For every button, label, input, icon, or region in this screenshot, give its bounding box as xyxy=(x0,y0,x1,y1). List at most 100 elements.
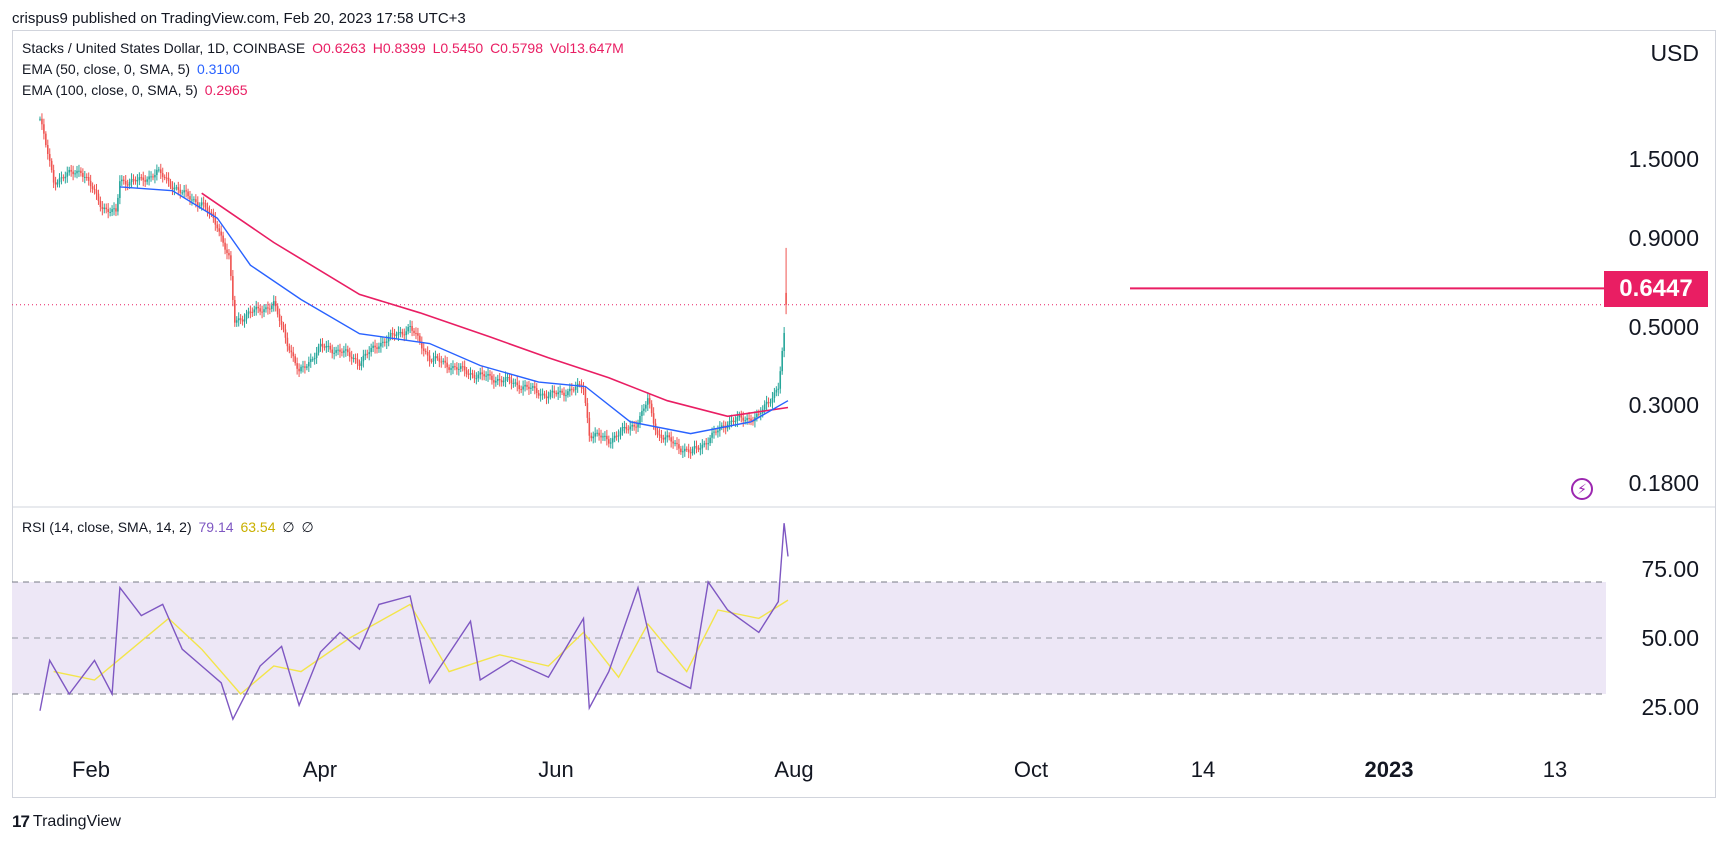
candle-body xyxy=(204,203,207,208)
candle-body xyxy=(539,394,542,396)
candle-body xyxy=(144,180,146,182)
candle-body xyxy=(504,377,507,381)
rsi-sma-value: 63.54 xyxy=(240,519,276,535)
candle-body xyxy=(56,182,59,185)
candle-body xyxy=(387,336,390,342)
candle-body xyxy=(656,430,659,435)
candle-body xyxy=(730,420,733,422)
candle-body xyxy=(263,309,265,313)
candle-body xyxy=(448,367,450,370)
tradingview-logo[interactable]: 17 TradingView xyxy=(12,812,121,832)
candle-body xyxy=(311,359,314,361)
candle-body xyxy=(541,393,544,395)
ema100-line xyxy=(201,192,789,418)
candle-body xyxy=(95,189,98,194)
candle-body xyxy=(625,426,628,430)
candle-body xyxy=(738,415,741,418)
candle-body xyxy=(315,352,318,359)
candle-body xyxy=(407,326,409,332)
candle-body xyxy=(152,176,154,178)
candle-body xyxy=(436,356,439,359)
candle-body xyxy=(724,427,727,429)
candle-body xyxy=(385,341,388,343)
candle-body xyxy=(173,188,176,190)
candle-body xyxy=(329,345,332,350)
candle-body xyxy=(545,395,548,399)
publisher-line: crispus9 published on TradingView.com, F… xyxy=(12,10,466,27)
candle-body xyxy=(742,417,745,421)
candle-body xyxy=(528,386,530,389)
candle-body xyxy=(728,421,731,425)
candle-body xyxy=(140,177,143,179)
candle-body xyxy=(208,211,211,213)
candle-body xyxy=(411,326,413,331)
candle-body xyxy=(401,331,404,335)
candle-body xyxy=(389,333,392,337)
candle-body xyxy=(278,314,281,322)
candle-body xyxy=(405,331,408,336)
candle-body xyxy=(146,179,148,182)
candle-body xyxy=(683,448,686,452)
lightning-bolt-icon[interactable]: ⚡ xyxy=(1571,478,1593,500)
candle-body xyxy=(39,118,41,120)
candle-body xyxy=(224,242,226,250)
candle-body xyxy=(533,386,536,389)
candle-body xyxy=(763,404,766,410)
time-label-apr: Apr xyxy=(302,757,338,782)
candle-body xyxy=(588,417,591,436)
candle-body xyxy=(748,418,750,420)
candle-body xyxy=(189,196,191,200)
candle-body xyxy=(253,309,256,313)
candle-body xyxy=(771,397,774,403)
candle-series xyxy=(39,113,787,459)
candle-body xyxy=(91,186,94,189)
candle-body xyxy=(282,324,285,330)
candle-body xyxy=(785,292,787,305)
candle-body xyxy=(498,378,501,381)
rsi-sma-line xyxy=(53,599,789,695)
candle-body xyxy=(46,145,49,154)
candle-body xyxy=(477,374,480,379)
candle-body xyxy=(565,395,567,397)
candle-body xyxy=(87,177,90,181)
open-value: O0.6263 xyxy=(312,40,366,56)
candle-body xyxy=(66,172,69,177)
candle-body xyxy=(596,432,598,434)
candle-body xyxy=(337,349,339,351)
candle-body xyxy=(547,396,550,399)
rsi-legend[interactable]: RSI (14, close, SMA, 14, 2) 79.14 63.54 … xyxy=(22,519,314,536)
candle-body xyxy=(629,426,632,430)
candle-body xyxy=(422,348,425,351)
ema50-legend[interactable]: EMA (50, close, 0, SMA, 5) 0.3100 xyxy=(22,61,240,77)
candle-body xyxy=(697,447,700,450)
candle-body xyxy=(89,180,92,187)
candle-body xyxy=(319,343,322,347)
candle-body xyxy=(459,366,462,369)
candle-body xyxy=(518,385,521,390)
candle-body xyxy=(247,311,250,315)
price-tick-5: 0.1800 xyxy=(1628,470,1699,496)
tradingview-brand: TradingView xyxy=(32,813,121,830)
candle-body xyxy=(169,181,172,187)
candle-body xyxy=(122,179,125,181)
candle-body xyxy=(50,160,53,171)
ema100-legend[interactable]: EMA (100, close, 0, SMA, 5) 0.2965 xyxy=(22,82,248,98)
candle-body xyxy=(296,363,298,369)
candle-body xyxy=(175,187,178,189)
price-highlight-tag[interactable]: 0.6447 xyxy=(1604,271,1708,307)
candle-body xyxy=(228,253,230,256)
candle-body xyxy=(80,170,82,173)
candle-body xyxy=(467,373,470,375)
candle-body xyxy=(483,374,485,377)
candle-body xyxy=(633,425,635,427)
candle-body xyxy=(126,184,129,186)
candle-body xyxy=(130,179,133,183)
candle-body xyxy=(549,392,552,397)
time-label-14: 14 xyxy=(1190,757,1216,782)
candle-body xyxy=(286,337,289,347)
candle-body xyxy=(378,346,380,349)
candle-body xyxy=(594,433,596,437)
candle-body xyxy=(45,133,47,146)
candle-body xyxy=(181,192,184,194)
